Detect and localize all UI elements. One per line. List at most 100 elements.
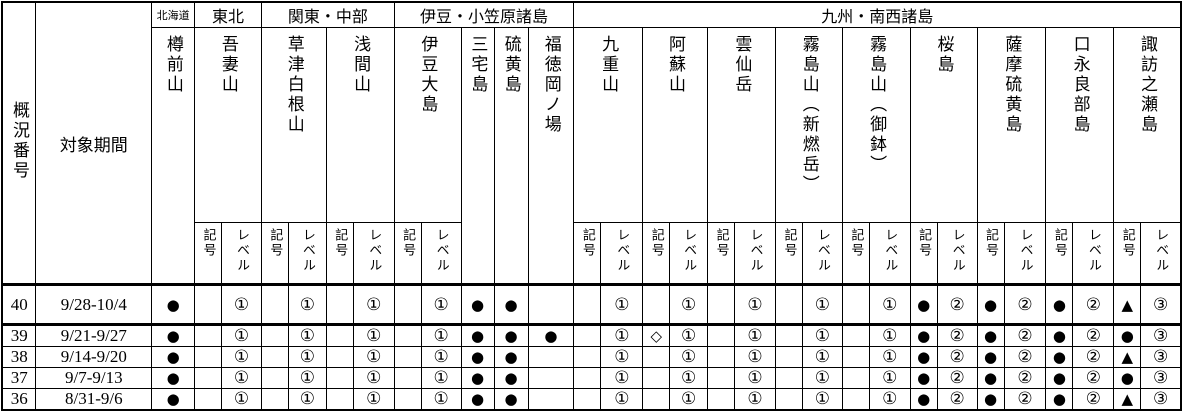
symbol-cell: [573, 283, 602, 326]
symbol-cell-label: ▲: [1121, 348, 1134, 366]
volcano-name-label: 雲仙岳: [732, 35, 752, 95]
level-cell: ①: [734, 324, 776, 347]
region-header-label: 伊豆・小笠原諸島: [420, 9, 549, 26]
symbol-cell-label: ●: [1052, 369, 1066, 387]
symbol-cell-label: ●: [984, 295, 998, 314]
level-cell-label: ②: [1017, 368, 1033, 388]
level-cell-label: ①: [433, 368, 449, 388]
symbol-cell: [775, 367, 803, 389]
level-cell: ①: [287, 388, 327, 411]
symbol-cell: [527, 346, 575, 368]
level-cell: ①: [669, 283, 709, 326]
level-header: レベル: [600, 222, 644, 285]
level-cell-label: ②: [1017, 347, 1033, 367]
level-cell: ①: [600, 346, 644, 368]
symbol-cell: ●: [909, 367, 938, 389]
symbol-cell: [393, 324, 422, 347]
level-cell: ①: [600, 283, 644, 326]
symbol-cell: [325, 346, 354, 368]
symbol-header: 記号: [1113, 222, 1142, 285]
symbol-cell: ●: [493, 324, 529, 347]
level-cell: ①: [600, 388, 644, 411]
symbol-cell: [707, 388, 736, 411]
level-header-label: レベル: [367, 228, 383, 273]
volcano-name: 吾妻山: [194, 27, 262, 223]
level-cell: ②: [936, 388, 978, 411]
symbol-cell: ●: [976, 324, 1005, 347]
volcano-name-label: 阿蘇山: [665, 35, 685, 95]
level-header: レベル: [669, 222, 709, 285]
symbol-cell-label: ●: [984, 327, 998, 345]
symbol-cell: [841, 367, 870, 389]
level-cell: ①: [420, 283, 462, 326]
level-cell-label: ①: [299, 294, 316, 315]
level-cell: ①: [801, 324, 843, 347]
level-cell-label: ①: [614, 368, 630, 388]
level-cell-label: ①: [814, 389, 831, 409]
volcano-name: 草津白根山: [260, 27, 327, 223]
symbol-header-label: 記号: [917, 228, 933, 258]
symbol-cell-label: ●: [471, 369, 485, 387]
symbol-cell: [573, 367, 602, 389]
symbol-header-label: 記号: [984, 228, 1000, 258]
volcano-activity-table: 概況番号 対象期間 北海道 東北 関東・中部 伊豆・小笠原諸島 九州・南西諸島 樽前山 吾妻山 草…: [1, 1, 1182, 411]
level-cell: ①: [734, 283, 776, 326]
symbol-cell: [393, 346, 422, 368]
symbol-cell: [573, 346, 602, 368]
symbol-cell-label: ●: [471, 390, 485, 408]
level-cell: ①: [868, 283, 911, 326]
symbol-header-label: 記号: [201, 228, 217, 258]
symbol-cell: [527, 367, 575, 389]
symbol-header: 記号: [573, 222, 602, 285]
volcano-name-label: 硫黄島: [501, 35, 521, 95]
level-header-label: レベル: [615, 228, 631, 273]
level-cell: ①: [420, 388, 462, 411]
symbol-cell: [260, 388, 289, 411]
symbol-header: 記号: [642, 222, 671, 285]
period-cell-label: 9/21-9/27: [60, 326, 127, 345]
symbol-cell: ●: [1045, 346, 1074, 368]
level-cell-label: ①: [814, 326, 831, 346]
symbol-header: 記号: [393, 222, 422, 285]
level-cell-label: ②: [949, 294, 965, 315]
symbol-cell: [707, 346, 736, 368]
symbol-cell-label: ●: [984, 369, 998, 387]
symbol-cell: [260, 324, 289, 347]
symbol-cell-label: ●: [1052, 327, 1066, 345]
level-cell-label: ①: [366, 326, 382, 346]
volcano-name-label: 草津白根山: [284, 35, 304, 135]
level-header: レベル: [734, 222, 776, 285]
level-cell: ①: [600, 324, 644, 347]
level-cell: ②: [1072, 324, 1115, 347]
summary-number-cell: 39: [1, 324, 37, 347]
region-header: 九州・南西諸島: [573, 1, 1182, 28]
level-cell-label: ①: [882, 294, 898, 315]
level-cell-label: ①: [882, 368, 898, 388]
symbol-cell: ●: [976, 346, 1005, 368]
symbol-cell-label: ●: [471, 327, 485, 345]
symbol-cell-label: ●: [471, 295, 485, 314]
level-cell-label: ①: [614, 389, 630, 409]
level-cell-label: ①: [614, 294, 630, 315]
region-header: 東北: [194, 1, 262, 28]
level-cell-label: ①: [747, 347, 763, 367]
symbol-cell-label: ●: [917, 369, 931, 387]
symbol-header: 記号: [775, 222, 803, 285]
region-header-label: 九州・南西諸島: [821, 9, 934, 26]
symbol-cell: [325, 283, 354, 326]
level-cell: ①: [221, 367, 262, 389]
symbol-cell: [707, 283, 736, 326]
level-cell-label: ①: [681, 389, 697, 409]
symbol-cell: [642, 283, 671, 326]
symbol-cell: ●: [493, 283, 529, 326]
level-cell: ②: [1072, 388, 1115, 411]
symbol-cell: ●: [493, 388, 529, 411]
symbol-cell: [775, 324, 803, 347]
volcano-name-label: 九重山: [599, 35, 619, 95]
symbol-cell-label: ●: [984, 390, 998, 408]
level-cell: ①: [352, 324, 395, 347]
symbol-cell: [194, 346, 223, 368]
level-cell: ③: [1140, 388, 1182, 411]
level-cell: ①: [221, 324, 262, 347]
symbol-cell: ●: [493, 346, 529, 368]
